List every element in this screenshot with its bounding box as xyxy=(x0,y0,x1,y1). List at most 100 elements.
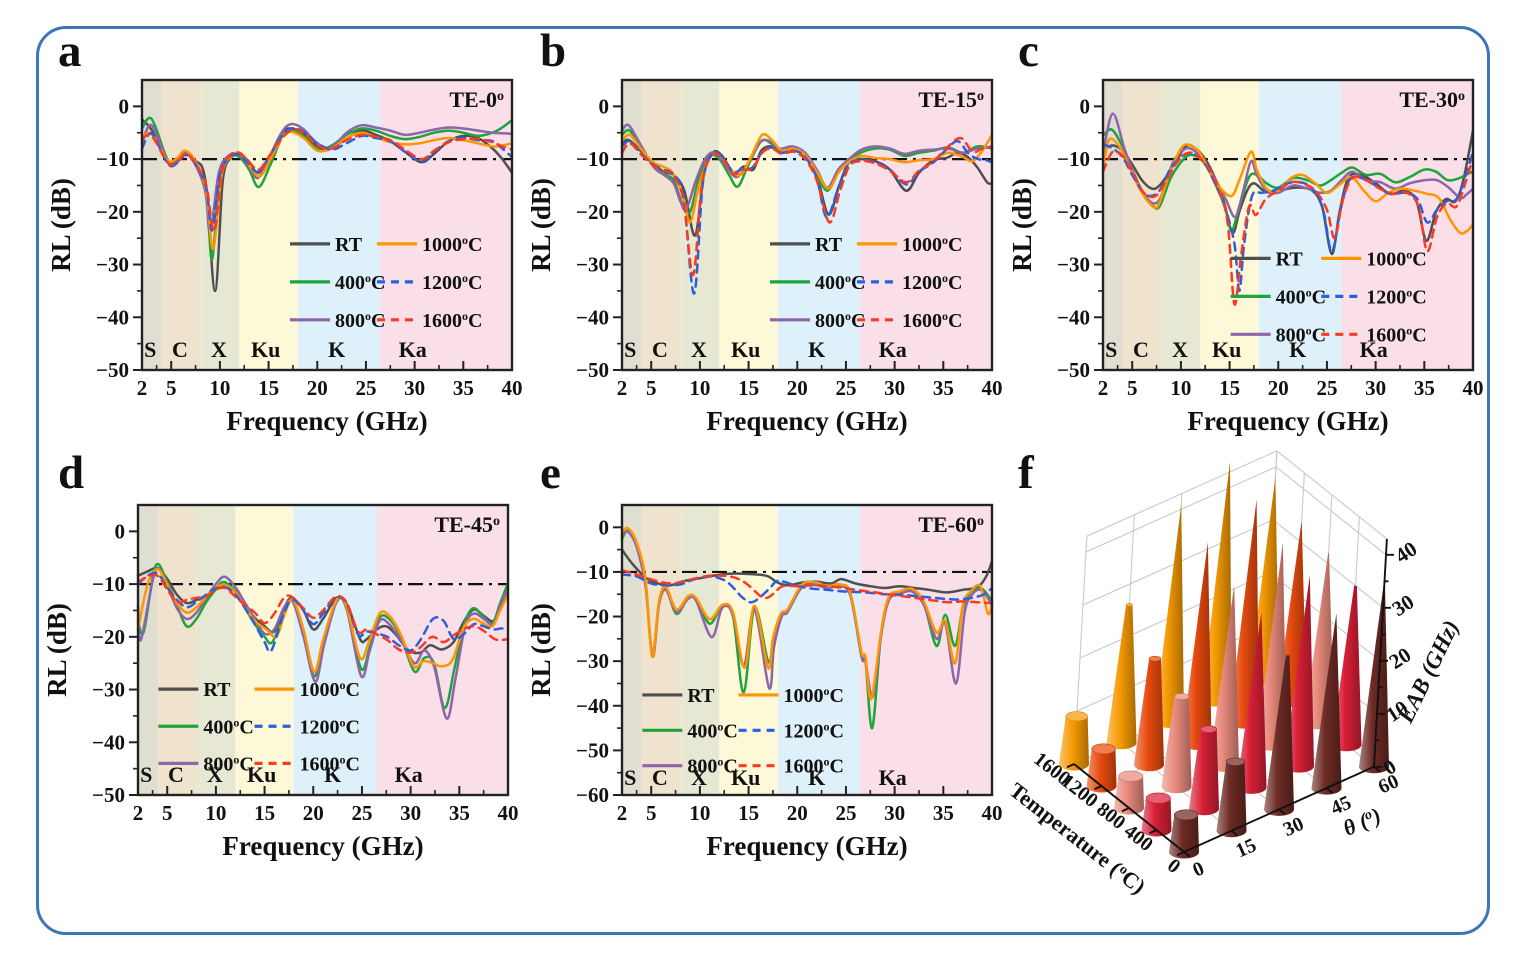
svg-text:15: 15 xyxy=(1232,834,1259,862)
svg-text:40: 40 xyxy=(502,376,523,400)
svg-text:−10: −10 xyxy=(92,572,125,596)
svg-text:C: C xyxy=(168,762,184,787)
svg-text:X: X xyxy=(207,762,223,787)
svg-text:RT: RT xyxy=(687,685,715,707)
svg-text:10: 10 xyxy=(205,801,226,825)
svg-text:X: X xyxy=(211,337,227,362)
svg-text:K: K xyxy=(328,337,345,362)
svg-text:Ka: Ka xyxy=(395,762,423,787)
svg-text:Ku: Ku xyxy=(731,765,760,790)
svg-text:Frequency (GHz): Frequency (GHz) xyxy=(226,406,427,436)
svg-text:40: 40 xyxy=(982,801,1003,825)
svg-text:Ka: Ka xyxy=(1360,337,1388,362)
svg-text:15: 15 xyxy=(1219,376,1240,400)
svg-text:K: K xyxy=(808,337,825,362)
svg-text:−50: −50 xyxy=(92,783,125,807)
svg-text:25: 25 xyxy=(355,376,376,400)
svg-text:RL (dB): RL (dB) xyxy=(46,178,76,272)
svg-text:10: 10 xyxy=(1170,376,1191,400)
svg-text:400oC: 400oC xyxy=(815,271,865,294)
panel-f-3d-chart: 040080012001600015304560010203040Tempera… xyxy=(1005,450,1464,899)
svg-text:Frequency (GHz): Frequency (GHz) xyxy=(706,831,907,861)
svg-text:1200oC: 1200oC xyxy=(902,271,962,294)
svg-text:−40: −40 xyxy=(576,305,609,329)
panel-c-chart: S C X Ku K Ka 2 5 10 15 20 25 30 35 40 0 −10 −20 −30 −40 −50… xyxy=(1007,78,1484,436)
svg-text:1000oC: 1000oC xyxy=(784,684,844,707)
svg-text:−40: −40 xyxy=(96,305,129,329)
svg-text:0: 0 xyxy=(1190,857,1208,881)
svg-text:−20: −20 xyxy=(92,625,125,649)
svg-text:20: 20 xyxy=(787,376,808,400)
svg-text:1600oC: 1600oC xyxy=(300,752,360,775)
svg-text:800oC: 800oC xyxy=(1276,323,1326,346)
svg-text:C: C xyxy=(1133,337,1149,362)
svg-text:35: 35 xyxy=(933,376,954,400)
svg-text:Ku: Ku xyxy=(247,762,276,787)
svg-text:−20: −20 xyxy=(1057,200,1090,224)
svg-text:Ka: Ka xyxy=(879,337,907,362)
svg-text:30: 30 xyxy=(884,376,905,400)
svg-text:−30: −30 xyxy=(576,253,609,277)
svg-text:35: 35 xyxy=(933,801,954,825)
panel-label-f: f xyxy=(1018,447,1034,499)
svg-text:1200oC: 1200oC xyxy=(422,271,482,294)
svg-text:−50: −50 xyxy=(576,358,609,382)
svg-text:2: 2 xyxy=(1098,376,1109,400)
svg-text:−10: −10 xyxy=(1057,147,1090,171)
svg-text:10: 10 xyxy=(689,376,710,400)
panel-d-chart: S C X Ku K Ka 2 5 10 15 20 25 30 35 40 0 −10 −20 −30 −40 −50… xyxy=(42,503,519,861)
svg-text:RL (dB): RL (dB) xyxy=(1007,178,1037,272)
svg-text:40: 40 xyxy=(982,376,1003,400)
svg-text:S: S xyxy=(624,337,636,362)
svg-text:30: 30 xyxy=(1365,376,1386,400)
svg-text:1600oC: 1600oC xyxy=(902,309,962,332)
svg-text:0: 0 xyxy=(599,94,610,118)
panel-label-d: d xyxy=(58,447,85,499)
svg-text:K: K xyxy=(808,765,825,790)
svg-text:5: 5 xyxy=(646,801,657,825)
svg-text:X: X xyxy=(1172,337,1188,362)
svg-text:Frequency (GHz): Frequency (GHz) xyxy=(222,831,423,861)
svg-text:30: 30 xyxy=(884,801,905,825)
svg-text:X: X xyxy=(691,765,707,790)
svg-text:1600oC: 1600oC xyxy=(784,755,844,778)
svg-text:2: 2 xyxy=(617,376,628,400)
svg-text:20: 20 xyxy=(1268,376,1289,400)
panel-label-b: b xyxy=(540,25,567,77)
panel-b-chart: S C X Ku K Ka 2 5 10 15 20 25 30 35 40 0 −10 −20 −30 −40 −50… xyxy=(526,78,1003,436)
svg-text:TE-15o: TE-15o xyxy=(918,87,984,112)
svg-text:25: 25 xyxy=(835,801,856,825)
svg-text:−30: −30 xyxy=(92,678,125,702)
svg-text:2: 2 xyxy=(617,801,628,825)
svg-text:2: 2 xyxy=(133,801,144,825)
panel-label-e: e xyxy=(540,447,561,499)
svg-text:40: 40 xyxy=(1463,376,1484,400)
svg-text:10: 10 xyxy=(689,801,710,825)
svg-text:S: S xyxy=(624,765,636,790)
svg-text:25: 25 xyxy=(1316,376,1337,400)
svg-text:TE-60o: TE-60o xyxy=(918,512,984,537)
svg-text:10: 10 xyxy=(209,376,230,400)
svg-text:0: 0 xyxy=(1163,854,1184,877)
svg-text:400oC: 400oC xyxy=(335,271,385,294)
panel-label-c: c xyxy=(1018,25,1039,77)
svg-text:RT: RT xyxy=(815,234,843,256)
svg-text:2: 2 xyxy=(137,376,148,400)
svg-text:−30: −30 xyxy=(576,649,609,673)
svg-text:20: 20 xyxy=(1385,642,1416,674)
svg-text:−60: −60 xyxy=(576,783,609,807)
svg-text:−30: −30 xyxy=(1057,253,1090,277)
svg-text:30: 30 xyxy=(1280,813,1307,841)
svg-text:−30: −30 xyxy=(96,253,129,277)
svg-text:K: K xyxy=(1289,337,1306,362)
svg-text:Ka: Ka xyxy=(879,765,907,790)
svg-text:0: 0 xyxy=(1080,94,1091,118)
svg-text:25: 25 xyxy=(835,376,856,400)
svg-text:1000oC: 1000oC xyxy=(422,233,482,256)
svg-text:−40: −40 xyxy=(1057,305,1090,329)
svg-text:20: 20 xyxy=(303,801,324,825)
svg-text:RL (dB): RL (dB) xyxy=(526,178,556,272)
svg-text:0: 0 xyxy=(599,515,610,539)
svg-text:1600oC: 1600oC xyxy=(1366,323,1426,346)
svg-text:−20: −20 xyxy=(576,200,609,224)
